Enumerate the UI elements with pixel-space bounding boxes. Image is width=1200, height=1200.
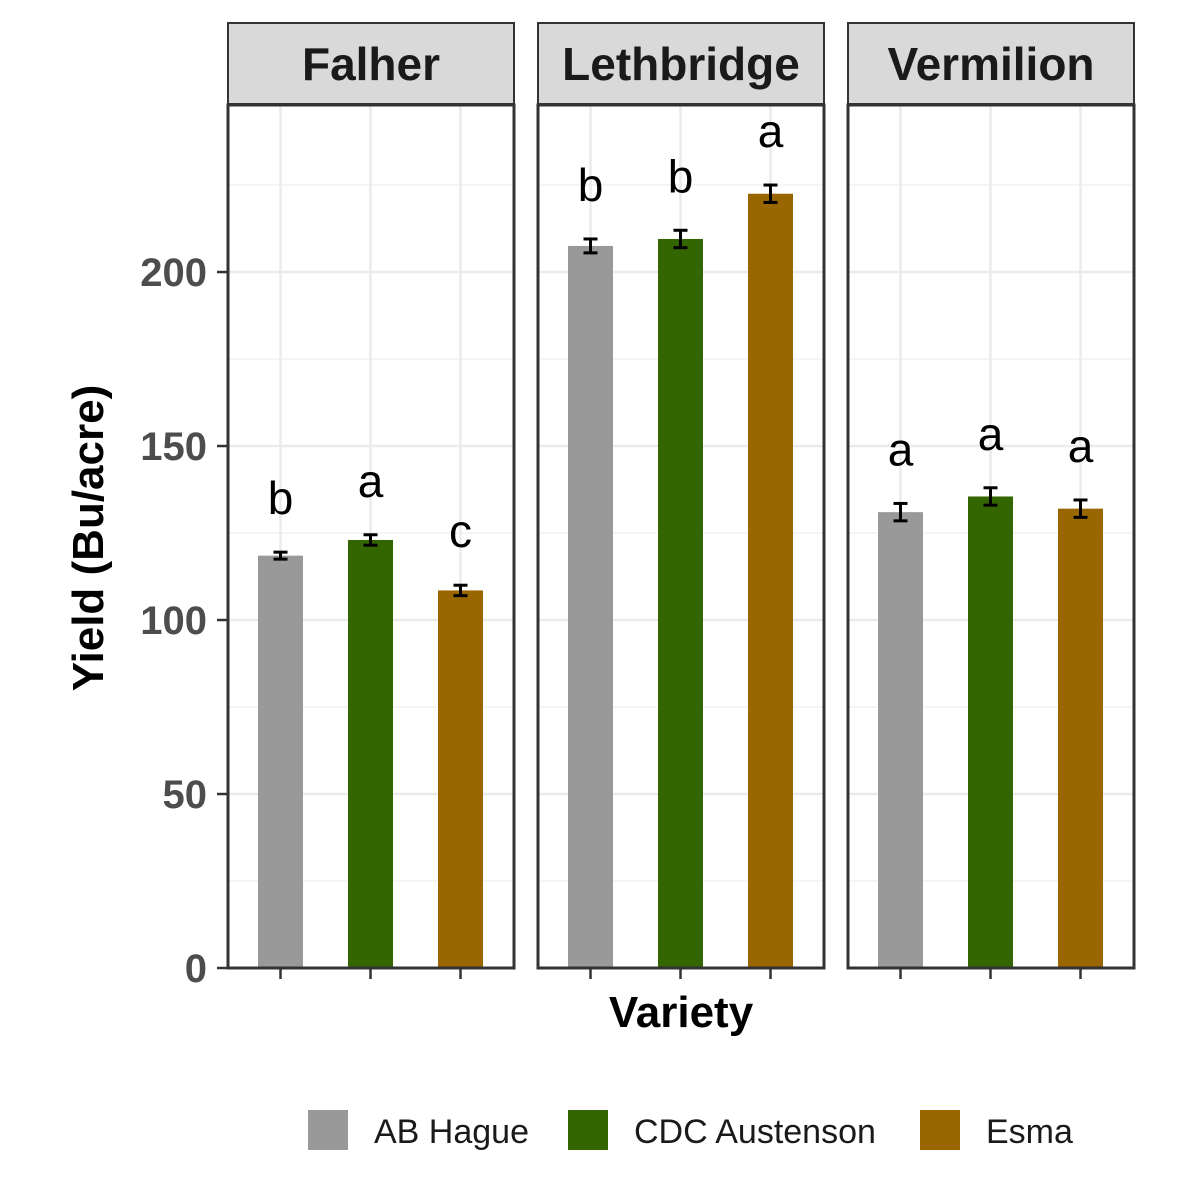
bar: [1058, 508, 1103, 968]
error-bar: [1073, 498, 1088, 519]
bar: [878, 512, 923, 968]
error-bar: [893, 501, 908, 523]
significance-letter: a: [978, 408, 1004, 460]
y-tick-label: 50: [163, 773, 208, 817]
facet-strip-label: Vermilion: [887, 38, 1094, 90]
significance-letter: c: [449, 505, 472, 557]
error-bar: [583, 237, 598, 255]
legend-label: AB Hague: [374, 1113, 529, 1151]
legend-item: CDC Austenson: [568, 1110, 876, 1151]
legend-item: AB Hague: [308, 1110, 529, 1151]
error-bar: [673, 228, 688, 250]
facet-strip-label: Falher: [302, 38, 440, 90]
significance-letter: a: [888, 423, 914, 475]
panel-border: [846, 103, 1136, 970]
y-tick-label: 100: [140, 599, 207, 643]
legend-swatch: [920, 1110, 960, 1150]
error-bar: [763, 183, 778, 204]
significance-letter: a: [758, 105, 784, 157]
bar: [258, 555, 303, 968]
facet-strip: [227, 22, 515, 105]
bar: [968, 496, 1013, 968]
significance-letter: a: [1068, 420, 1094, 472]
legend-label: CDC Austenson: [634, 1113, 876, 1151]
legend-swatch: [308, 1110, 348, 1150]
bar: [748, 193, 793, 968]
y-tick-label: 200: [140, 251, 207, 295]
legend-item: Esma: [920, 1110, 1073, 1151]
error-bar: [453, 583, 468, 598]
panel-border: [536, 103, 826, 970]
panel-border: [226, 103, 516, 970]
legend: AB Hague CDC Austenson Esma: [308, 1110, 1073, 1151]
bar: [568, 245, 613, 968]
x-axis-title: Variety: [609, 988, 754, 1037]
significance-letter: b: [268, 472, 294, 524]
significance-letter: a: [358, 455, 384, 507]
bar: [438, 590, 483, 968]
facet-strip: [537, 22, 825, 105]
facet-strip-label: Lethbridge: [562, 38, 800, 90]
facet-strip: [847, 22, 1135, 105]
bar: [658, 238, 703, 969]
legend-swatch: [568, 1110, 608, 1150]
plot-area: 0 50 100 150 200 Falher b a c Lethbridge b b a Vermil…: [140, 22, 1136, 991]
y-tick-label: 0: [185, 947, 207, 991]
error-bar: [363, 533, 378, 547]
y-axis-title: Yield (Bu/acre): [64, 385, 113, 691]
significance-letter: b: [668, 150, 694, 202]
error-bar: [983, 486, 998, 507]
error-bar: [273, 550, 288, 561]
legend-label: Esma: [986, 1113, 1073, 1151]
bar: [348, 539, 393, 968]
y-tick-label: 150: [140, 425, 207, 469]
significance-letter: b: [578, 159, 604, 211]
